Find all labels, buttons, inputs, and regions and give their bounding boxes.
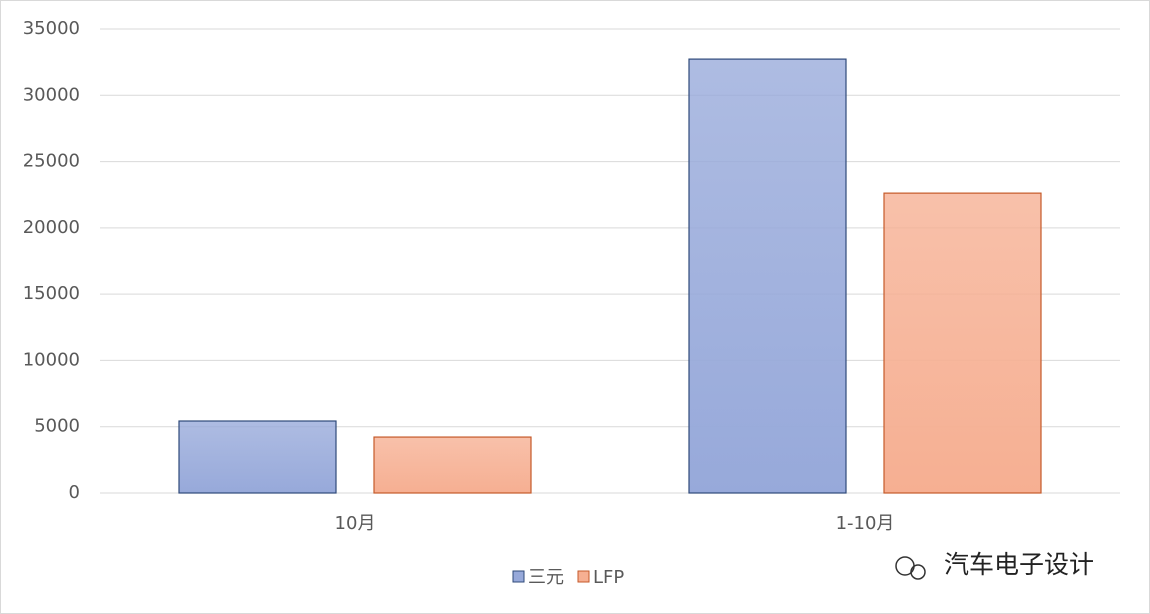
legend-swatch <box>577 570 590 583</box>
x-tick-label: 10月 <box>335 513 376 534</box>
legend-label: 三元 <box>528 567 564 588</box>
bar <box>178 420 337 494</box>
bar <box>883 192 1042 494</box>
y-tick-label: 20000 <box>23 217 80 238</box>
bar <box>373 436 532 494</box>
y-tick-label: 35000 <box>23 18 80 39</box>
y-tick-label: 30000 <box>23 84 80 105</box>
y-tick-label: 25000 <box>23 151 80 172</box>
x-tick-label: 1-10月 <box>836 513 895 534</box>
watermark: 汽车电子设计 <box>944 550 1094 579</box>
legend-swatch <box>512 570 525 583</box>
y-tick-label: 5000 <box>34 416 80 437</box>
y-tick-label: 15000 <box>23 283 80 304</box>
y-tick-label: 0 <box>69 482 80 503</box>
y-tick-label: 10000 <box>23 349 80 370</box>
legend-label: LFP <box>593 567 624 588</box>
watermark-icon <box>895 556 926 580</box>
bar <box>688 58 847 494</box>
